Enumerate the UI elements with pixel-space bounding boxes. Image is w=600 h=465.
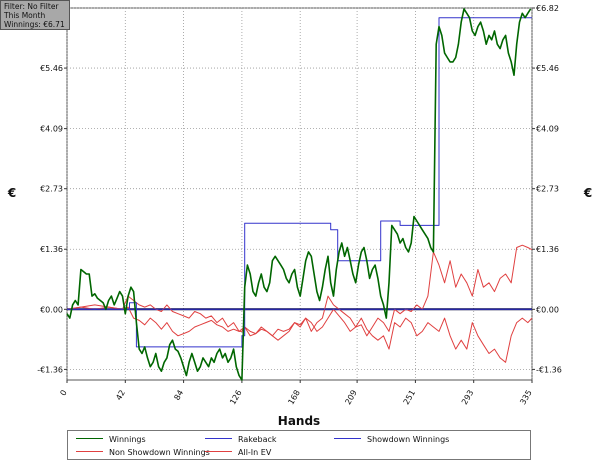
y-tick-label-right: €1.36 (536, 245, 559, 254)
series-lines (66, 8, 533, 381)
legend-label: Non Showdown Winnings (109, 448, 210, 457)
legend-label: Rakeback (238, 435, 277, 444)
y-axis-left: -€1.36€0.00€1.36€2.73€4.09€5.46€6.82 (37, 4, 67, 374)
y-tick-label-right: €0.00 (536, 305, 559, 314)
legend-label: All-In EV (238, 448, 272, 457)
y-tick-label-right: €4.09 (536, 125, 559, 134)
legend-swatch-winnings (76, 438, 103, 439)
period-label: This Month (4, 11, 46, 20)
x-tick-label: 209 (343, 389, 358, 407)
x-tick-label: 293 (460, 389, 475, 407)
legend-item-showdown: Showdown Winnings (334, 434, 449, 445)
legend-label: Winnings (109, 435, 146, 444)
plot-area (66, 7, 533, 381)
series-line-allin (66, 244, 533, 341)
legend-item-winnings: Winnings (76, 434, 146, 445)
legend-swatch-allin (205, 451, 232, 452)
grid (66, 7, 533, 380)
legend-swatch-nonshowdown (76, 451, 103, 452)
y-axis-label-right: € (583, 186, 592, 200)
x-tick-label: 0 (58, 389, 68, 398)
winnings-label: Winnings: €6.71 (4, 20, 65, 29)
x-tick-label: 126 (228, 389, 243, 407)
x-axis-label: Hands (278, 414, 320, 428)
legend-label: Showdown Winnings (367, 435, 450, 444)
y-tick-label-right: €2.73 (536, 185, 559, 194)
legend-item-nonshowdown: Non Showdown Winnings (76, 447, 210, 458)
y-tick-label-right: €5.46 (536, 64, 559, 73)
y-tick-label-left: €4.09 (40, 125, 63, 134)
y-tick-label-left: €2.73 (40, 185, 63, 194)
legend-item-rakeback: Rakeback (205, 434, 277, 445)
y-axis-label-left: € (7, 186, 16, 200)
x-tick-label: 251 (402, 389, 417, 407)
legend-swatch-rakeback (205, 438, 232, 439)
y-tick-label-left: €0.00 (40, 305, 63, 314)
legend-swatch-showdown (334, 438, 361, 439)
x-tick-label: 42 (114, 389, 127, 402)
y-tick-label-left: €5.46 (40, 64, 63, 73)
y-tick-label-right: €6.82 (536, 4, 559, 13)
filter-label: Filter: No Filter (4, 2, 59, 11)
series-line-winnings (66, 8, 532, 381)
y-axis-right: -€1.36 €0.00 €1.36 €2.73 €4.09 €5.46 €6.82 (532, 4, 562, 374)
y-tick-label-left: €1.36 (40, 245, 63, 254)
y-tick-label-right: -€1.36 (536, 365, 562, 374)
x-tick-label: 335 (518, 389, 533, 407)
x-axis: 0 42 84 126 168 209 251 293 335 (58, 380, 534, 407)
x-tick-label: 84 (172, 389, 185, 402)
legend-item-allin: All-In EV (205, 447, 271, 458)
legend: Winnings Rakeback Showdown Winnings Non … (67, 430, 531, 460)
filter-info-box: Filter: No Filter This Month Winnings: €… (0, 0, 70, 30)
y-tick-label-left: -€1.36 (37, 365, 63, 374)
x-tick-label: 168 (286, 389, 301, 407)
